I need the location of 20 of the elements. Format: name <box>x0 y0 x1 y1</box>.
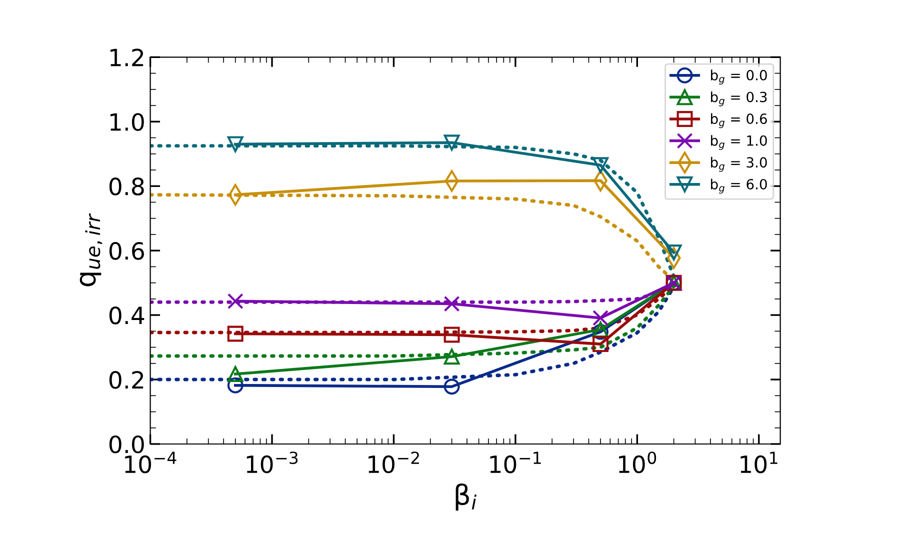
x-axis-title: β$_{i}$ <box>456 484 477 511</box>
y-tick-label: 0.8 <box>109 178 144 196</box>
legend-label: b$_{g}$ = 0.0 <box>711 70 767 85</box>
legend-label: b$_{g}$ = 1.0 <box>711 135 767 150</box>
y-tick-label: 0.4 <box>109 306 144 324</box>
y-tick-label: 1.2 <box>110 48 144 66</box>
x-tick-label: 10$^{−3}$ <box>246 452 298 474</box>
y-tick-label: 0.2 <box>109 370 144 389</box>
x-tick-label: 10$^{0}$ <box>618 452 656 474</box>
y-tick-label: 1.0 <box>110 113 144 131</box>
x-tick-label: 10$^{1}$ <box>740 452 778 474</box>
legend-label: b$_{g}$ = 0.3 <box>711 91 767 106</box>
legend-label: b$_{g}$ = 3.0 <box>711 156 767 172</box>
x-tick-label: 10$^{−1}$ <box>490 452 541 474</box>
y-tick-label: 0.0 <box>109 435 144 454</box>
y-tick-label: 0.6 <box>109 242 144 260</box>
legend-label: b$_{g}$ = 0.6 <box>711 113 767 128</box>
x-tick-label: 10$^{−2}$ <box>368 452 419 474</box>
legend-label: b$_{g}$ = 6.0 <box>711 178 767 194</box>
y-axis-title: q$_{ue,irr}$ <box>80 213 102 286</box>
